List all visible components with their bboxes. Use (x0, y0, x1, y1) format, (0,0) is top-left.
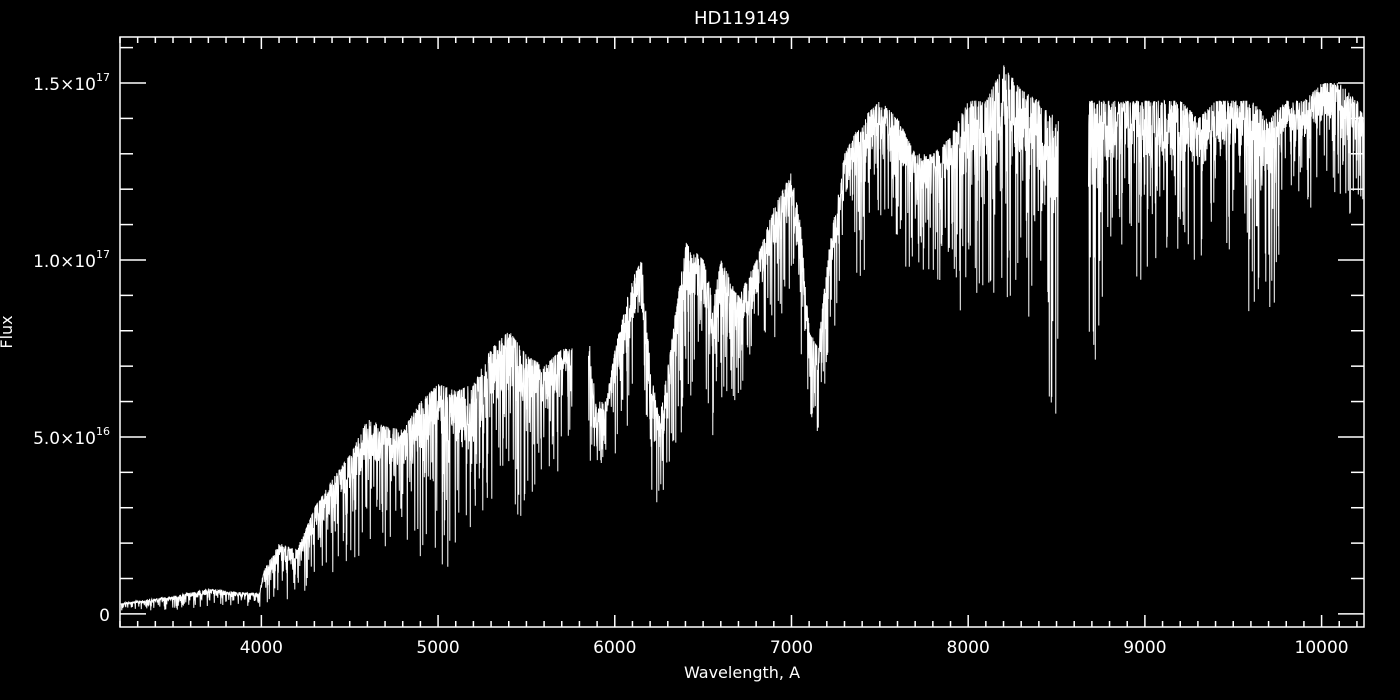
chart-title: HD119149 (694, 8, 790, 29)
y-tick-label: 0 (99, 606, 110, 626)
x-tick-label: 4000 (240, 638, 283, 658)
y-tick-mantissa: 5.0×10 (33, 429, 96, 449)
y-tick-exponent: 17 (96, 71, 110, 84)
y-tick-label: 5.0×1016 (33, 425, 110, 449)
plot-frame (119, 36, 1365, 628)
spectrum-line (120, 65, 1365, 611)
y-axis-label: Flux (0, 315, 16, 348)
y-tick-mantissa: 1.5×10 (33, 75, 96, 95)
x-tick-label: 6000 (593, 638, 636, 658)
y-tick-mantissa: 0 (99, 606, 110, 626)
x-tick-label: 8000 (947, 638, 990, 658)
x-tick-labels: 4000 5000 6000 7000 8000 9000 10000 (240, 638, 1349, 658)
x-tick-label: 5000 (416, 638, 459, 658)
y-tick-label: 1.0×1017 (33, 248, 110, 272)
y-tick-mantissa: 1.0×10 (33, 252, 96, 272)
y-tick-exponent: 17 (96, 248, 110, 261)
y-tick-exponent: 16 (96, 425, 110, 438)
axis-ticks (119, 37, 1364, 627)
y-tick-label: 1.5×1017 (33, 71, 110, 95)
x-tick-label: 7000 (770, 638, 813, 658)
x-tick-label: 9000 (1123, 638, 1166, 658)
x-tick-label: 10000 (1295, 638, 1349, 658)
x-axis-label: Wavelength, A (684, 663, 800, 682)
